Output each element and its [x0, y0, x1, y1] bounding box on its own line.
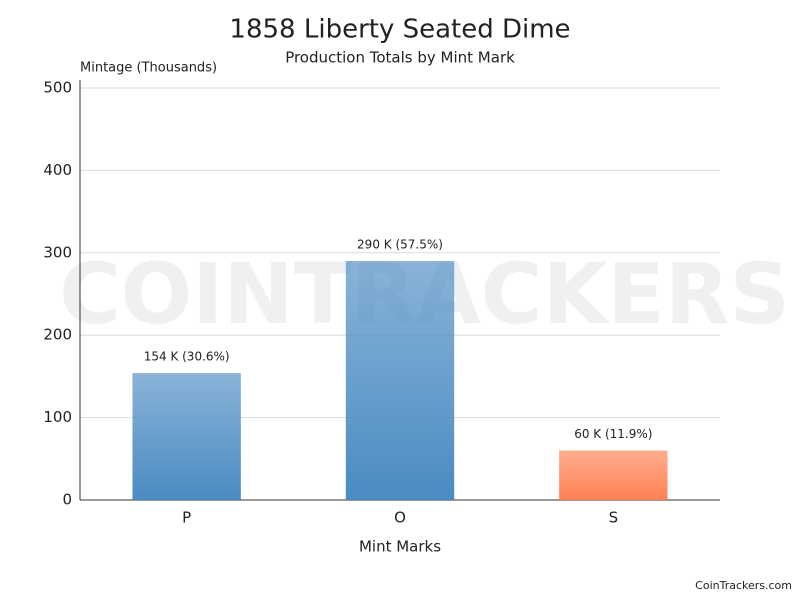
y-tick-label: 300: [43, 243, 72, 261]
y-tick-label: 100: [43, 408, 72, 426]
y-tick-label: 200: [43, 326, 72, 344]
chart-title: 1858 Liberty Seated Dime: [229, 15, 570, 45]
credit: CoinTrackers.com: [695, 579, 792, 592]
bar: [132, 373, 241, 500]
data-label: 60 K (11.9%): [574, 427, 652, 441]
data-label: 154 K (30.6%): [144, 350, 230, 364]
bar: [559, 450, 668, 500]
y-tick-label: 400: [43, 161, 72, 179]
bar: [345, 261, 455, 500]
y-tick-label: 500: [43, 79, 72, 97]
x-tick-label: P: [182, 509, 191, 527]
y-axis-label: Mintage (Thousands): [80, 61, 217, 76]
y-tick-label: 0: [62, 491, 72, 509]
x-tick-label: O: [394, 509, 406, 527]
x-axis-label: Mint Marks: [359, 538, 441, 556]
chart-subtitle: Production Totals by Mint Mark: [285, 49, 515, 67]
data-label: 290 K (57.5%): [357, 238, 443, 252]
x-tick-label: S: [609, 509, 619, 527]
